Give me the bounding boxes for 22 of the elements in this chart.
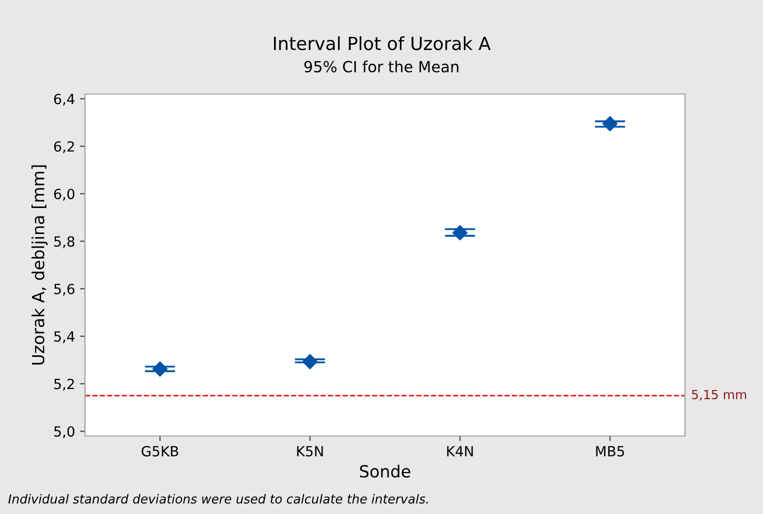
- x-tick-label: MB5: [596, 446, 624, 456]
- y-axis-title: Uzorak A, debljina [mm]: [32, 165, 48, 365]
- x-axis-title: Sonde: [360, 464, 410, 478]
- x-tick-label: K4N: [447, 446, 473, 456]
- y-tick-label: 6,0: [54, 188, 74, 201]
- point: [452, 225, 468, 240]
- ref-line-label: 5,15 mm: [692, 390, 746, 401]
- y-tick-label: 5,0: [54, 426, 74, 438]
- y-tick-label: 5,4: [54, 331, 74, 344]
- y-tick-label: 5,6: [54, 284, 74, 296]
- y-tick-label: 5,8: [54, 236, 74, 248]
- point: [602, 116, 618, 132]
- y-tick-label: 6,2: [54, 141, 74, 154]
- chart-subtitle: 95% CI for the Mean: [304, 60, 458, 72]
- point: [152, 361, 168, 377]
- point: [302, 354, 318, 370]
- y-tick-label: 5,2: [54, 378, 74, 391]
- x-tick-label: K5N: [297, 446, 323, 456]
- chart-title: Interval Plot of Uzorak A: [274, 36, 491, 50]
- y-tick-label: 6,4: [54, 94, 74, 106]
- x-tick-label: G5KB: [142, 446, 178, 456]
- text: Individual standard deviations were used to calculate the intervals.: [8, 494, 428, 504]
